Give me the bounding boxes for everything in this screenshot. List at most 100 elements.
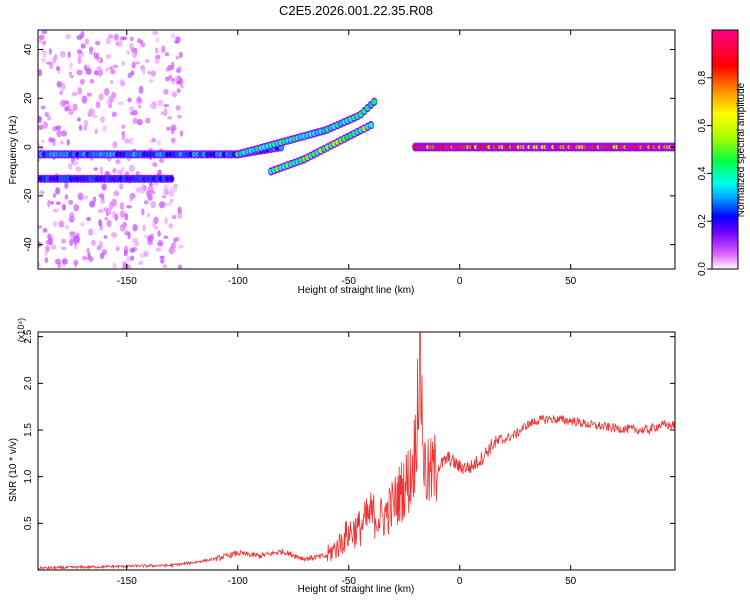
heatmap-noise-cell <box>38 225 43 229</box>
snr-series-line <box>38 332 675 570</box>
heatmap-noise-cell <box>55 65 61 71</box>
heatmap-noise-cell <box>101 249 107 256</box>
heatmap-noise-cell <box>134 240 140 247</box>
heatmap-noise-cell <box>147 193 153 201</box>
heatmap-noise-cell <box>144 234 149 239</box>
heatmap-noise-cell <box>75 232 80 237</box>
heatmap-noise-cell <box>89 200 96 208</box>
heatmap-noise-cell <box>141 183 145 191</box>
heatmap-noise-cell <box>170 198 174 203</box>
heatmap-noise-cell <box>67 162 73 170</box>
heatmap-noise-cell <box>106 98 110 106</box>
heatmap-noise-cell <box>81 95 88 104</box>
spectrogram-ylabel: Frequency (Hz) <box>8 116 19 185</box>
heatmap-noise-cell <box>50 244 57 250</box>
heatmap-noise-cell <box>92 196 97 203</box>
snr-ylabel: SNR (10 * v/v) <box>8 438 19 502</box>
heatmap-noise-cell <box>38 142 41 147</box>
heatmap-noise-cell <box>164 52 170 57</box>
heatmap-noise-cell <box>149 103 155 109</box>
spectrogram-x-tick-label: 50 <box>565 276 577 287</box>
heatmap-noise-cell <box>72 103 78 112</box>
heatmap-noise-cell <box>103 235 108 239</box>
heatmap-noise-cell <box>112 262 117 269</box>
snr-x-tick-label: -100 <box>228 576 248 587</box>
heatmap-feature-strong-carrier <box>412 142 675 152</box>
heatmap-noise-cell <box>121 81 126 86</box>
spectrogram-y-tick-label: 40 <box>23 44 34 56</box>
heatmap-noise-cell <box>143 250 149 257</box>
heatmap-noise-cell <box>98 219 102 227</box>
heatmap-noise-cell <box>108 103 113 109</box>
colorbar-tick-label: 0.6 <box>697 118 708 132</box>
heatmap-noise-cell <box>129 36 134 42</box>
heatmap-noise-cell <box>42 228 48 233</box>
heatmap-noise-cell <box>163 235 169 239</box>
heatmap-noise-cell <box>61 258 68 265</box>
heatmap-noise-cell <box>164 76 171 82</box>
heatmap-noise-cell <box>168 191 175 197</box>
heatmap-noise-cell <box>117 39 124 48</box>
snr-plot-area <box>38 332 675 570</box>
heatmap-noise-cell <box>80 31 85 39</box>
heatmap-noise-cell <box>41 57 46 63</box>
heatmap-noise-cell <box>76 49 83 54</box>
heatmap-noise-cell <box>121 124 126 130</box>
heatmap-noise-cell <box>155 37 160 43</box>
heatmap-noise-cell <box>163 104 170 108</box>
snr-xlabel: Height of straight line (km) <box>298 584 415 595</box>
snr-x-tick-label: 0 <box>457 576 463 587</box>
heatmap-noise-cell <box>121 61 125 66</box>
heatmap-feature-rising-arc-1 <box>234 97 378 159</box>
heatmap-noise-cell <box>132 224 138 232</box>
heatmap-noise-cell <box>48 237 53 246</box>
spectrogram-x-tick-label: -50 <box>342 276 357 287</box>
heatmap-noise-cell <box>162 264 168 268</box>
heatmap-noise-cell <box>69 231 76 239</box>
heatmap-noise-cell <box>38 116 43 124</box>
heatmap-noise-cell <box>86 247 90 254</box>
heatmap-noise-cell <box>144 59 150 63</box>
heatmap-noise-cell <box>106 54 112 59</box>
heatmap-noise-cell <box>157 230 161 237</box>
colorbar-gradient <box>712 30 738 269</box>
heatmap-noise-cell <box>106 37 111 45</box>
heatmap-noise-cell <box>40 105 46 110</box>
colorbar-frame <box>711 29 739 270</box>
heatmap-noise-cell <box>177 264 183 269</box>
heatmap-noise-cell <box>56 129 62 138</box>
heatmap-noise-cell <box>82 255 88 261</box>
heatmap-noise-cell <box>104 87 110 96</box>
heatmap-noise-cell <box>83 64 88 71</box>
heatmap-noise-cell <box>159 255 165 259</box>
heatmap-noise-cell <box>158 201 165 209</box>
heatmap-noise-cell <box>50 201 55 205</box>
heatmap-noise-cell <box>128 106 135 112</box>
heatmap-noise-cell <box>145 117 151 124</box>
heatmap-noise-cell <box>170 61 175 70</box>
heatmap-noise-cell <box>170 127 175 135</box>
heatmap-noise-cell <box>38 146 44 151</box>
heatmap-noise-cell <box>80 222 85 227</box>
heatmap-noise-cell <box>128 137 134 145</box>
heatmap-noise-cell <box>110 68 116 75</box>
heatmap-noise-cell <box>77 87 83 95</box>
heatmap-noise-cell <box>99 199 106 204</box>
heatmap-noise-cell <box>73 259 79 266</box>
heatmap-cell <box>371 99 377 105</box>
heatmap-noise-cell <box>119 202 125 210</box>
heatmap-noise-cell <box>44 257 49 264</box>
heatmap-noise-cell <box>163 108 168 117</box>
heatmap-noise-cell <box>96 66 103 71</box>
heatmap-noise-cell <box>98 93 104 101</box>
heatmap-noise-cell <box>150 201 157 209</box>
heatmap-noise-cell <box>87 228 94 236</box>
heatmap-noise-cell <box>97 68 104 77</box>
heatmap-noise-cell <box>113 64 119 68</box>
heatmap-noise-cell <box>77 56 82 65</box>
heatmap-noise-cell <box>142 68 146 76</box>
heatmap-noise-cell <box>44 250 48 256</box>
heatmap-noise-cell <box>88 46 94 53</box>
heatmap-noise-cell <box>177 66 182 73</box>
